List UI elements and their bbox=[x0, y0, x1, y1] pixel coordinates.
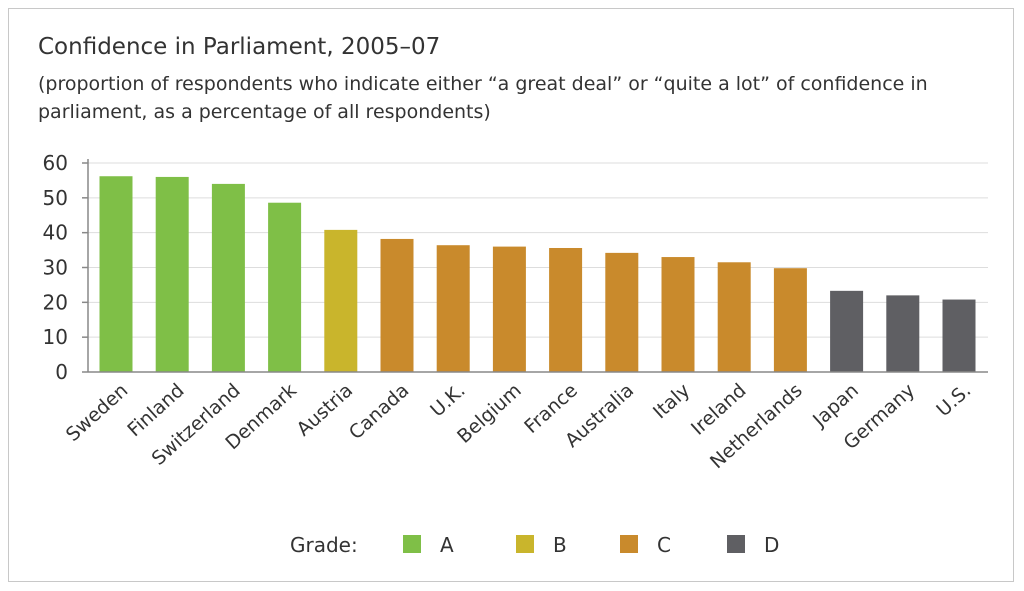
bar bbox=[773, 268, 807, 372]
y-tick-label: 0 bbox=[55, 360, 68, 384]
legend-label: A bbox=[440, 533, 454, 557]
bar bbox=[605, 252, 639, 372]
y-tick-label: 20 bbox=[43, 290, 68, 314]
y-tick-label: 10 bbox=[43, 325, 68, 349]
bar bbox=[830, 290, 864, 372]
bars bbox=[99, 176, 976, 372]
bar bbox=[549, 247, 583, 372]
bar bbox=[380, 238, 414, 372]
y-tick-label: 30 bbox=[43, 256, 68, 280]
bar bbox=[661, 257, 695, 372]
legend-title: Grade: bbox=[290, 533, 358, 557]
category-label: Italy bbox=[649, 379, 694, 423]
y-tick-label: 50 bbox=[43, 186, 68, 210]
category-label: Sweden bbox=[62, 379, 133, 446]
legend-label: B bbox=[553, 533, 567, 557]
legend-label: C bbox=[657, 533, 671, 557]
bar bbox=[268, 202, 302, 372]
bar bbox=[942, 299, 976, 372]
bar bbox=[717, 262, 751, 372]
axes bbox=[82, 159, 988, 373]
legend-swatch bbox=[516, 535, 534, 553]
bar bbox=[155, 176, 189, 372]
category-label: U.K. bbox=[426, 379, 469, 421]
bar bbox=[324, 229, 358, 372]
legend: Grade: A B C D bbox=[290, 533, 779, 557]
category-labels: SwedenFinlandSwitzerlandDenmarkAustriaCa… bbox=[62, 379, 976, 473]
bar bbox=[492, 246, 526, 372]
category-label: Canada bbox=[345, 379, 413, 444]
legend-swatch bbox=[727, 535, 745, 553]
y-axis-ticks: 0 10 20 30 40 50 60 bbox=[43, 151, 68, 384]
legend-swatch bbox=[620, 535, 638, 553]
chart-title: Confidence in Parliament, 2005–07 bbox=[38, 34, 441, 60]
bar bbox=[99, 176, 133, 372]
bar bbox=[886, 295, 920, 372]
bar bbox=[436, 245, 470, 372]
bar bbox=[211, 183, 245, 372]
legend-swatch bbox=[403, 535, 421, 553]
y-tick-label: 40 bbox=[43, 221, 68, 245]
category-label: U.S. bbox=[932, 379, 975, 421]
chart-subtitle: (proportion of respondents who indicate … bbox=[38, 73, 928, 123]
y-tick-label: 60 bbox=[43, 151, 68, 175]
legend-label: D bbox=[764, 533, 779, 557]
